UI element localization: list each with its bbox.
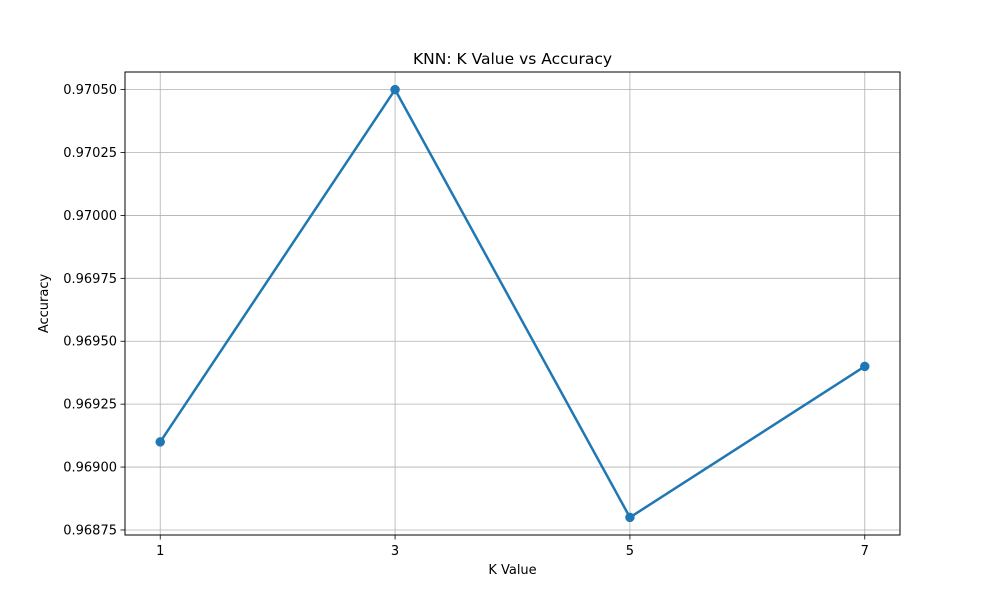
y-tick-label: 0.96925: [63, 398, 117, 413]
x-tick-label: 7: [861, 544, 869, 559]
data-series: [158, 88, 867, 519]
x-tick-label: 3: [391, 544, 399, 559]
axis-ticks: 1 3 5 7 0.96875 0.96900 0.96925 0.96950 0.96975 0…: [63, 83, 869, 559]
y-tick-label: 0.96950: [63, 335, 117, 350]
data-point: [390, 84, 400, 95]
y-tick-label: 0.97050: [63, 83, 117, 98]
grid-lines: [125, 72, 900, 535]
y-axis-label: Accuracy: [37, 274, 52, 334]
x-tick-label: 5: [626, 544, 634, 559]
y-tick-label: 0.97000: [63, 209, 117, 224]
y-tick-label: 0.96900: [63, 461, 117, 476]
x-axis-label: K Value: [488, 563, 536, 578]
series-line: [158, 88, 867, 519]
chart-title: KNN: K Value vs Accuracy: [413, 50, 612, 68]
data-point: [860, 361, 870, 372]
y-tick-label: 0.97025: [63, 146, 117, 161]
data-markers: [155, 84, 870, 523]
plot-frame: [124, 71, 901, 536]
x-tick-label: 1: [156, 544, 164, 559]
data-point: [155, 437, 165, 447]
y-tick-label: 0.96975: [63, 272, 117, 287]
y-tick-label: 0.96875: [63, 523, 117, 538]
data-point: [625, 512, 635, 523]
